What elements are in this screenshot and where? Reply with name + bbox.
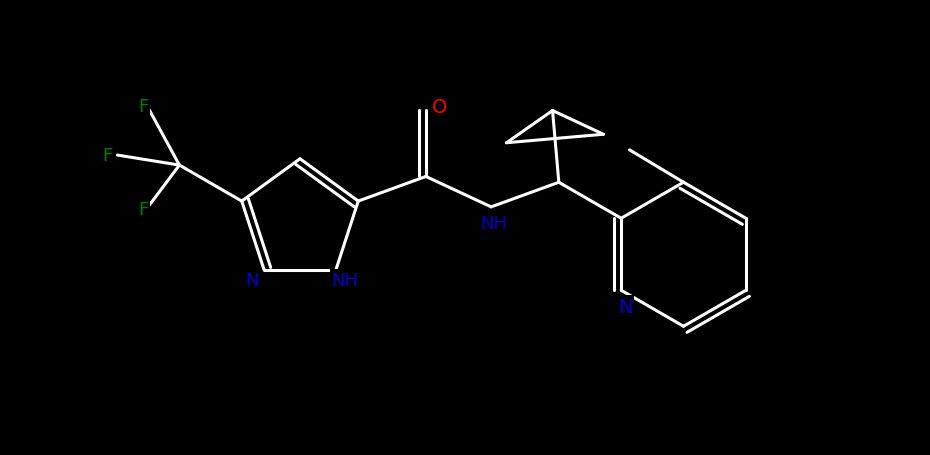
Text: N: N — [618, 297, 632, 316]
Text: N: N — [246, 271, 259, 289]
Text: NH: NH — [331, 271, 358, 289]
Text: NH: NH — [481, 214, 508, 233]
Text: F: F — [139, 201, 149, 218]
Text: O: O — [432, 97, 447, 116]
Text: F: F — [139, 98, 149, 116]
Text: F: F — [102, 147, 113, 165]
